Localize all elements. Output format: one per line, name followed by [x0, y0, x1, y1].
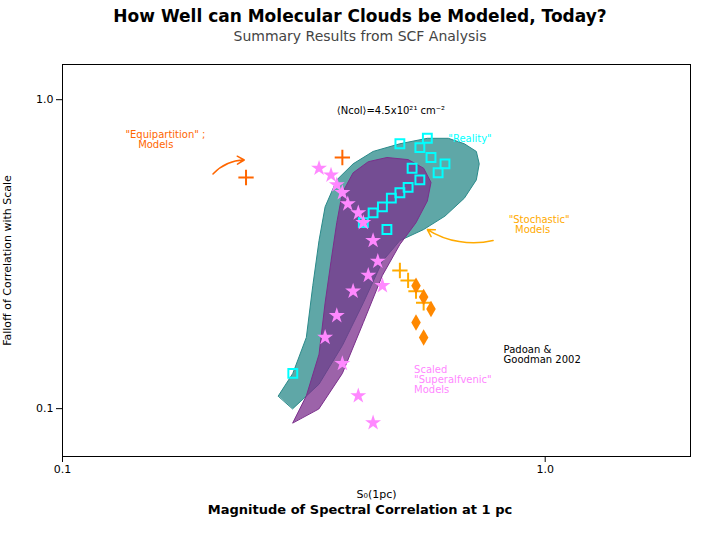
svg-text:Scaled"Superalfvenic"Models: Scaled"Superalfvenic"Models — [414, 364, 492, 395]
svg-text:"Stochastic" Models: "Stochastic" Models — [509, 214, 570, 235]
svg-text:⟨Ncol⟩=4.5x10²¹ cm⁻²: ⟨Ncol⟩=4.5x10²¹ cm⁻² — [337, 105, 445, 116]
svg-text:"Equipartition" ; Models: "Equipartition" ; Models — [125, 129, 205, 150]
svg-text:0.1: 0.1 — [36, 402, 54, 415]
html-text:How Well can Molecular Clouds: How Well can Molecular Clouds be Modeled… — [113, 6, 607, 26]
svg-text:1.0: 1.0 — [536, 463, 554, 476]
html-text:Summary Results from SCF Analy: Summary Results from SCF Analysis — [233, 28, 487, 44]
svg-text:S₀(1pc): S₀(1pc) — [356, 488, 396, 501]
svg-text:Falloff of Correlation with Sc: Falloff of Correlation with Scale — [1, 175, 14, 346]
svg-text:0.1: 0.1 — [54, 463, 72, 476]
html-text:Magnitude of Spectral Correlat: Magnitude of Spectral Correlation at 1 p… — [207, 502, 513, 517]
svg-text:"Reality": "Reality" — [448, 133, 491, 144]
svg-text:1.0: 1.0 — [36, 93, 54, 106]
svg-text:Padoan &Goodman 2002: Padoan &Goodman 2002 — [504, 344, 581, 365]
